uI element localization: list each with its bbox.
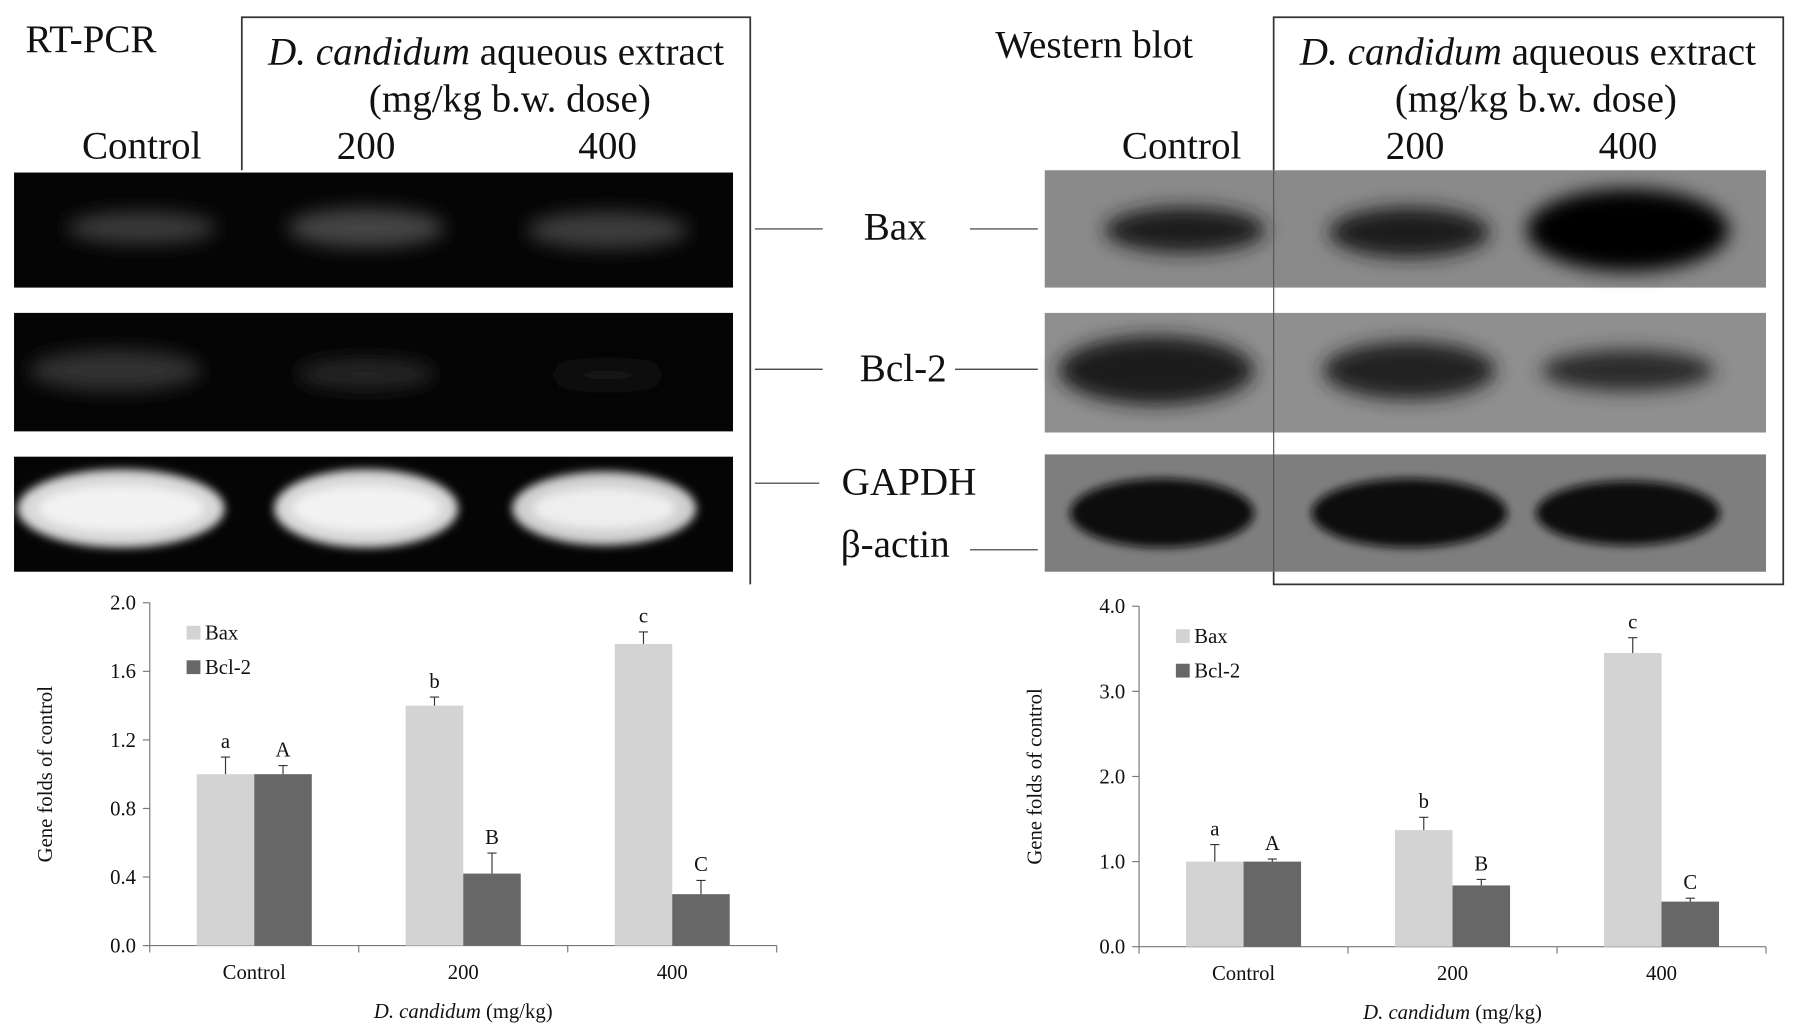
header-dose: (mg/kg b.w. dose): [369, 78, 651, 121]
error-bar: [487, 852, 497, 874]
bar: [1452, 885, 1511, 947]
blot: [1044, 170, 1767, 572]
significance-letter: B: [1474, 853, 1488, 875]
header-rest: aqueous extract: [480, 30, 724, 73]
lane-label: 400: [1599, 125, 1658, 168]
bar: [1186, 861, 1244, 947]
band-label: β-actin: [841, 523, 950, 566]
y-tick-label: 0.8: [110, 798, 136, 820]
header: D. candidum aqueous extract: [1299, 30, 1756, 73]
error-bar: [1210, 844, 1220, 862]
band-label: Bcl-2: [860, 347, 947, 390]
header-rest: aqueous extract: [1512, 30, 1756, 73]
x-axis-title-rest: (mg/kg): [1475, 1002, 1542, 1024]
legend-swatch: [186, 660, 201, 675]
error-bar: [429, 696, 440, 706]
group-box: [1272, 16, 1785, 586]
panel-title: RT-PCR: [26, 18, 158, 61]
x-axis-title-italic: D. candidum: [373, 1001, 481, 1023]
y-tick-label: 4.0: [1099, 596, 1125, 618]
bar: [254, 774, 312, 946]
error-bar: [220, 756, 231, 775]
error-bar: [1267, 858, 1277, 862]
error-bar: [1476, 878, 1486, 886]
legend-label: Bax: [205, 623, 239, 645]
significance-letter: a: [221, 731, 230, 753]
y-tick-label: 2.0: [110, 593, 136, 615]
bar: [463, 873, 521, 946]
bar: [405, 705, 464, 946]
y-axis-title: Gene folds of control: [35, 686, 57, 863]
lane-label: 400: [578, 125, 637, 168]
header-dose: (mg/kg b.w. dose): [1395, 78, 1677, 121]
bar: [672, 894, 730, 946]
x-tick-label: 400: [657, 962, 688, 984]
significance-letter: a: [1210, 818, 1219, 840]
band-label: GAPDH: [842, 461, 977, 504]
legend-swatch: [186, 625, 201, 640]
x-axis-title-italic: D. candidum: [1362, 1002, 1470, 1024]
legend-swatch: [1175, 663, 1190, 678]
bar: [614, 643, 673, 946]
header-italic: D. candidum: [267, 30, 470, 73]
error-bar: [696, 879, 706, 895]
y-tick-label: 1.0: [1099, 852, 1125, 874]
legend-label: Bax: [1194, 626, 1228, 648]
error-bar: [1419, 816, 1429, 831]
y-tick-label: 1.2: [110, 730, 136, 752]
lane-label: Control: [82, 125, 202, 168]
x-tick-label: 400: [1646, 963, 1677, 985]
bar: [1661, 901, 1720, 947]
lane-label: 200: [1386, 125, 1445, 168]
y-axis-title: Gene folds of control: [1024, 688, 1046, 865]
significance-letter: b: [1419, 791, 1429, 813]
x-tick-label: 200: [1437, 963, 1468, 985]
significance-letter: b: [429, 671, 439, 693]
bar: [1243, 861, 1302, 947]
x-axis-title: D. candidum (mg/kg): [1362, 1002, 1542, 1024]
legend-label: Bcl-2: [1194, 661, 1240, 683]
significance-letter: c: [639, 606, 648, 628]
significance-letter: A: [1265, 833, 1280, 855]
band-label: Bax: [864, 205, 927, 248]
lane-label: 200: [337, 125, 396, 168]
y-tick-label: 0.0: [1099, 937, 1125, 959]
panel-title: Western blot: [995, 24, 1193, 67]
bar: [1395, 830, 1453, 947]
error-bar: [1628, 637, 1638, 654]
bar: [1603, 653, 1662, 947]
x-tick-label: Control: [223, 962, 286, 984]
gel: [14, 172, 734, 572]
y-tick-label: 0.0: [110, 935, 136, 957]
bar: [196, 774, 255, 946]
x-axis-title: D. candidum (mg/kg): [373, 1001, 553, 1023]
group-box: [240, 16, 752, 585]
significance-letter: c: [1628, 612, 1637, 634]
error-bar: [278, 765, 288, 775]
y-tick-label: 0.4: [110, 867, 137, 889]
x-tick-label: 200: [448, 962, 479, 984]
significance-letter: C: [694, 854, 708, 876]
y-tick-label: 1.6: [110, 661, 136, 683]
y-tick-label: 2.0: [1099, 766, 1125, 788]
legend-swatch: [1175, 629, 1190, 644]
significance-letter: B: [485, 827, 499, 849]
y-tick-label: 3.0: [1099, 681, 1125, 703]
x-axis-title-rest: (mg/kg): [486, 1001, 553, 1023]
error-bar: [1685, 897, 1695, 902]
lane-label: Control: [1122, 125, 1242, 168]
header-italic: D. candidum: [1299, 30, 1502, 73]
header: D. candidum aqueous extract: [267, 30, 724, 73]
legend-label: Bcl-2: [205, 657, 251, 679]
x-tick-label: Control: [1212, 963, 1275, 985]
leader-lines: [754, 228, 1038, 551]
error-bar: [638, 631, 649, 644]
significance-letter: A: [276, 739, 291, 761]
significance-letter: C: [1683, 872, 1697, 894]
